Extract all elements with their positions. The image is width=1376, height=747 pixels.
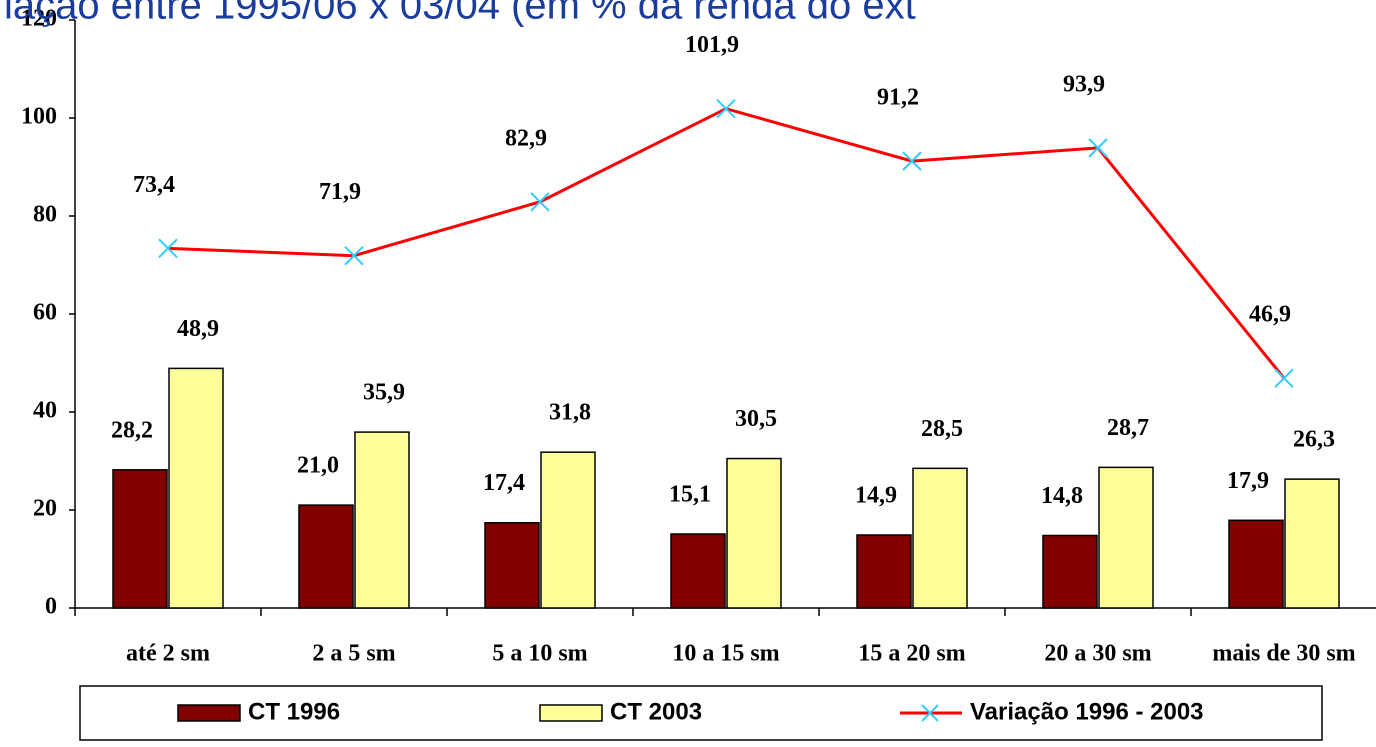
bar [540,451,596,609]
x-tick-label: 15 a 20 sm [858,641,965,667]
bar [484,521,540,609]
data-label: 35,9 [363,380,405,406]
data-label: 48,9 [177,316,219,342]
bar [726,457,782,609]
data-label: 28,7 [1107,415,1149,441]
legend-swatch [539,704,603,722]
data-label: 31,8 [549,400,591,426]
data-label: 101,9 [685,32,739,58]
data-label: 15,1 [669,482,711,508]
data-label: 93,9 [1063,71,1105,97]
bar [1228,519,1284,609]
bar [912,467,968,609]
data-label: 14,8 [1041,483,1083,509]
line [167,107,1286,380]
data-label: 91,2 [877,85,919,111]
data-label: 28,5 [921,416,963,442]
data-label: 71,9 [319,179,361,205]
x-tick-label: mais de 30 sm [1212,641,1355,667]
x-tick-label: 20 a 30 sm [1044,641,1151,667]
data-label: 73,4 [133,172,175,198]
legend-swatch [177,704,241,722]
legend-box [79,685,1323,741]
data-label: 17,9 [1227,468,1269,494]
bar [856,534,912,609]
y-tick-label: 120 [21,6,57,32]
x-tick-label: 10 a 15 sm [672,641,779,667]
data-label: 30,5 [735,406,777,432]
x-tick-label: até 2 sm [126,641,210,667]
bar [112,469,168,609]
marker [902,151,922,171]
data-label: 21,0 [297,453,339,479]
bar [298,504,354,609]
y-tick-label: 0 [45,594,57,620]
bar [1098,466,1154,609]
marker [530,192,550,212]
bar [670,533,726,609]
chart-title: iação entre 1995/06 x 03/04 (em % da ren… [4,0,916,28]
bar [1042,534,1098,609]
data-label: 17,4 [483,470,525,496]
marker [158,238,178,259]
marker [1274,368,1294,388]
data-label: 14,9 [855,482,897,508]
legend-label: Variação 1996 - 2003 [970,698,1204,725]
y-tick-label: 100 [21,104,57,130]
bar [1284,478,1340,609]
marker [716,98,736,119]
data-label: 46,9 [1249,302,1291,328]
x-tick-label: 5 a 10 sm [492,641,587,667]
data-label: 28,2 [111,417,153,443]
y-tick-label: 80 [33,202,57,228]
legend-label: CT 1996 [248,698,340,725]
bar [354,431,410,609]
bar [168,367,224,609]
legend-marker [921,704,939,722]
data-label: 82,9 [505,125,547,151]
y-tick-label: 40 [33,398,57,424]
legend-label: CT 2003 [610,698,702,725]
y-tick-label: 20 [33,496,57,522]
marker [344,245,364,266]
marker [1088,138,1108,158]
y-tick-label: 60 [33,300,57,326]
data-label: 26,3 [1293,427,1335,453]
x-tick-label: 2 a 5 sm [312,641,395,667]
